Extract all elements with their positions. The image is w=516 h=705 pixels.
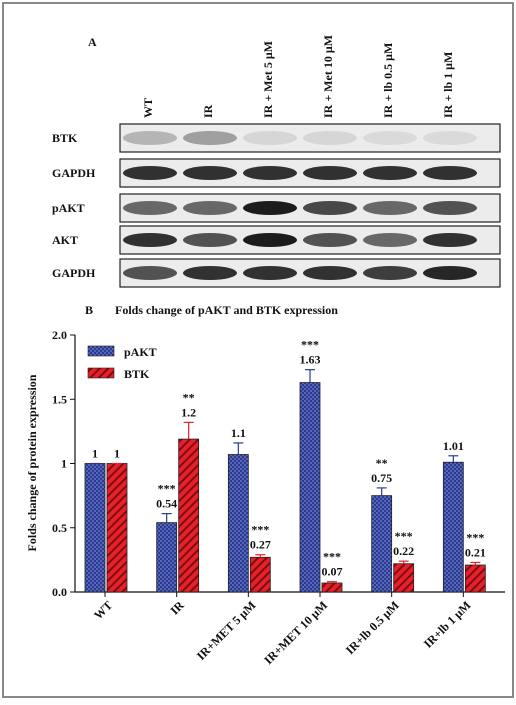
bar — [464, 564, 486, 593]
column-label: IR + Met 5 μM — [261, 41, 275, 118]
value-label: 1 — [114, 447, 120, 461]
bar — [249, 556, 271, 593]
y-axis-label: Folds change of protein expression — [25, 374, 39, 551]
significance: ** — [376, 456, 388, 470]
value-label: 1.63 — [300, 353, 321, 367]
bar — [178, 438, 200, 593]
band — [183, 131, 237, 145]
row-label: GAPDH — [52, 166, 96, 180]
band — [423, 201, 477, 215]
band — [303, 201, 357, 215]
bar — [156, 522, 178, 593]
bar — [321, 582, 343, 593]
legend-label: BTK — [124, 367, 150, 381]
band — [183, 233, 237, 247]
band — [243, 266, 297, 280]
y-tick-label: 1.5 — [52, 392, 67, 406]
band — [243, 201, 297, 215]
significance: *** — [158, 482, 176, 496]
band — [423, 166, 477, 180]
frame — [2, 2, 514, 698]
significance: ** — [183, 390, 195, 404]
x-tick-label: WT — [91, 598, 115, 622]
y-tick-label: 2.0 — [52, 328, 67, 342]
chart-title: Folds change of pAKT and BTK expression — [115, 303, 338, 317]
band — [303, 233, 357, 247]
x-tick-label: IR+lb 1 μM — [421, 598, 474, 651]
bar — [299, 382, 321, 593]
row-label: AKT — [52, 233, 78, 247]
value-label: 0.54 — [156, 497, 177, 511]
band — [123, 166, 177, 180]
row-label: GAPDH — [52, 266, 96, 280]
band — [363, 266, 417, 280]
value-label: 0.22 — [393, 544, 414, 558]
band — [423, 131, 477, 145]
value-label: 1.1 — [231, 426, 246, 440]
row-label: BTK — [52, 131, 78, 145]
column-label: IR + Met 10 μM — [321, 35, 335, 118]
value-label: 1 — [92, 447, 98, 461]
value-label: 0.21 — [465, 545, 486, 559]
value-label: 1.01 — [443, 439, 464, 453]
bar — [106, 463, 128, 593]
bar — [227, 454, 249, 593]
row-label: pAKT — [52, 201, 85, 215]
bar — [84, 463, 106, 593]
significance: *** — [301, 338, 319, 352]
column-label: IR + lb 0.5 μM — [381, 43, 395, 118]
value-label: 1.2 — [181, 405, 196, 419]
column-label: IR — [201, 104, 215, 118]
band — [123, 233, 177, 247]
band — [243, 233, 297, 247]
significance: *** — [251, 523, 269, 537]
y-tick-label: 0.5 — [52, 521, 67, 535]
value-label: 0.27 — [250, 538, 271, 552]
panel-label: B — [85, 303, 93, 317]
band — [363, 201, 417, 215]
panel-label: A — [88, 35, 97, 49]
band — [243, 131, 297, 145]
legend-swatch — [87, 367, 115, 379]
band — [363, 233, 417, 247]
band — [123, 266, 177, 280]
x-tick-label: IR — [167, 598, 187, 618]
x-tick-label: IR+MET 5 μM — [194, 598, 259, 663]
band — [183, 166, 237, 180]
significance: *** — [466, 530, 484, 544]
x-tick-label: IR+lb 0.5 μM — [343, 598, 402, 657]
y-tick-label: 1 — [61, 457, 67, 471]
value-label: 0.75 — [371, 471, 392, 485]
column-label: WT — [141, 98, 155, 118]
band — [423, 266, 477, 280]
band — [183, 266, 237, 280]
band — [303, 166, 357, 180]
column-label: IR + lb 1 μM — [441, 52, 455, 118]
significance: *** — [395, 529, 413, 543]
band — [183, 201, 237, 215]
legend-swatch — [87, 345, 115, 357]
bar — [371, 495, 393, 593]
bar — [393, 563, 415, 593]
band — [303, 266, 357, 280]
band — [303, 131, 357, 145]
legend-label: pAKT — [124, 345, 157, 359]
band — [123, 131, 177, 145]
bar — [442, 461, 464, 593]
band — [423, 233, 477, 247]
y-tick-label: 0.0 — [52, 585, 67, 599]
x-tick-label: IR+MET 10 μM — [261, 598, 330, 667]
band — [363, 131, 417, 145]
significance: *** — [323, 550, 341, 564]
band — [243, 166, 297, 180]
value-label: 0.07 — [322, 565, 343, 579]
blot-strip — [119, 123, 501, 153]
band — [123, 201, 177, 215]
band — [363, 166, 417, 180]
